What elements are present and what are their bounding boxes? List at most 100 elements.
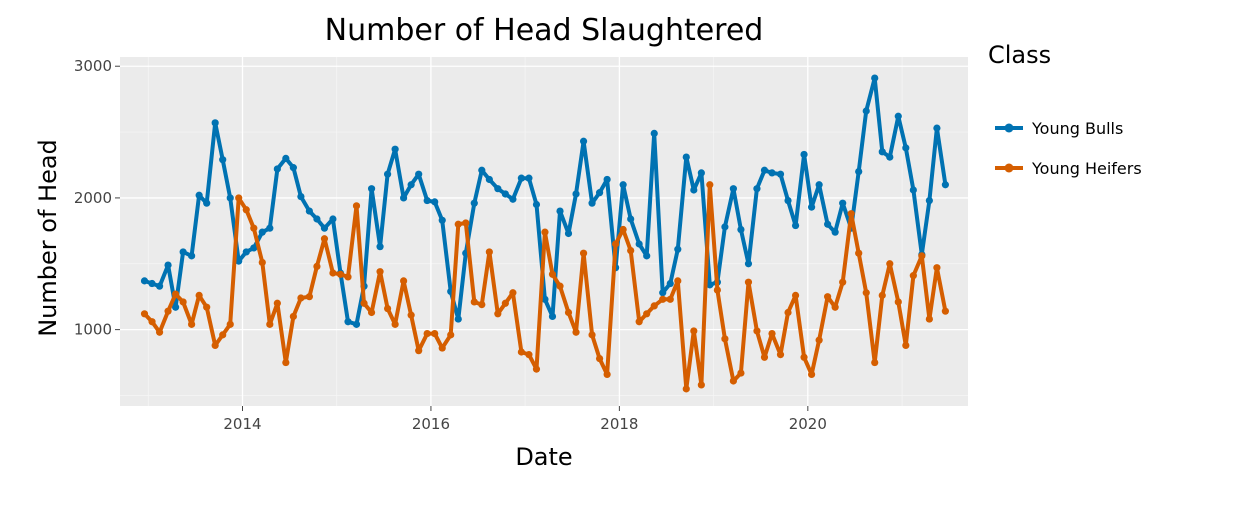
data-point-young-bulls [407,181,415,189]
data-point-young-bulls [242,248,250,256]
data-point-young-heifers [171,290,180,298]
data-point-young-bulls [682,153,690,161]
data-point-young-heifers [603,370,611,378]
data-point-young-bulls [188,252,196,260]
data-point-young-heifers [485,248,493,256]
data-point-young-bulls [909,186,917,194]
data-point-young-heifers [509,289,517,297]
data-point-young-heifers [824,293,832,301]
y-tick-label-2000: 2000 [74,189,112,207]
data-point-young-bulls [753,185,761,193]
data-point-young-heifers [367,308,376,317]
data-point-young-heifers [320,235,329,243]
data-point-young-heifers [753,327,761,335]
data-point-young-bulls [556,207,564,215]
data-point-young-heifers [155,328,164,336]
data-point-young-bulls [282,154,290,163]
data-point-young-heifers [760,353,769,361]
data-point-young-bulls [470,199,478,207]
data-point-young-bulls [548,312,557,321]
data-point-young-bulls [807,203,816,211]
x-tick-label-2018: 2018 [600,415,638,433]
data-point-young-heifers [415,347,423,355]
y-tick-label-3000: 3000 [74,57,112,75]
data-point-young-heifers [266,320,274,328]
data-point-young-bulls [431,198,439,206]
data-point-young-heifers [682,385,690,393]
data-point-young-bulls [871,74,879,82]
data-point-young-bulls [525,174,533,182]
data-point-young-bulls [320,224,329,232]
data-point-young-heifers [478,300,486,309]
data-point-young-bulls [266,224,274,232]
data-point-young-heifers [831,303,839,311]
y-axis-title: Number of Head [34,139,62,337]
data-point-young-bulls [878,148,886,156]
data-point-young-bulls [690,186,698,194]
data-point-young-heifers [226,320,234,328]
data-point-young-heifers [800,353,808,361]
data-point-young-heifers [438,344,446,352]
data-point-young-bulls [423,196,431,205]
data-point-young-heifers [211,341,219,350]
data-point-young-heifers [360,299,368,307]
data-point-young-heifers [713,286,721,294]
data-point-young-bulls [164,261,172,269]
data-point-young-heifers [219,331,227,339]
data-point-young-heifers [541,228,549,236]
data-point-young-bulls [760,166,769,174]
data-point-young-bulls [494,185,502,193]
data-point-young-bulls [352,320,361,328]
data-point-young-heifers [289,312,297,321]
data-point-young-heifers [909,272,917,280]
data-point-young-bulls [383,170,392,178]
data-point-young-heifers [894,298,902,306]
data-point-young-heifers [706,181,714,189]
data-point-young-bulls [815,181,823,189]
data-point-young-heifers [737,369,745,377]
data-point-young-bulls [635,240,643,248]
legend-marker-young-heifers [1004,163,1014,173]
data-point-young-bulls [250,244,258,252]
data-point-young-bulls [886,153,894,161]
data-point-young-bulls [532,200,541,209]
data-point-young-heifers [697,381,705,389]
data-point-young-bulls [400,194,408,202]
data-point-young-bulls [643,252,651,260]
data-point-young-bulls [273,165,281,173]
data-point-young-heifers [674,277,682,285]
data-point-young-bulls [391,145,399,153]
data-point-young-heifers [454,220,462,228]
data-point-young-bulls [588,199,596,207]
data-point-young-heifers [635,318,643,326]
data-point-young-heifers [878,291,886,299]
data-point-young-bulls [329,215,337,223]
data-point-young-bulls [313,215,321,223]
data-point-young-heifers [847,210,855,218]
data-point-young-heifers [447,331,455,339]
data-point-young-bulls [517,174,525,182]
x-axis-ticks: 2014 2016 2018 2020 [223,406,827,433]
data-point-young-heifers [548,270,557,278]
data-point-young-bulls [171,303,180,311]
data-point-young-bulls [454,315,462,323]
data-point-young-bulls [650,129,658,137]
data-point-young-heifers [344,273,352,281]
data-point-young-bulls [627,215,635,223]
data-point-young-heifers [902,341,910,350]
data-point-young-bulls [737,225,745,234]
data-point-young-bulls [564,229,573,238]
data-point-young-bulls [729,185,737,193]
data-point-young-heifers [195,291,203,299]
data-point-young-heifers [807,370,816,378]
data-point-young-heifers [517,348,525,356]
data-point-young-bulls [831,228,839,236]
data-point-young-bulls [619,181,627,189]
data-point-young-bulls [485,175,493,184]
data-point-young-bulls [800,150,808,159]
legend-label-young-bulls: Young Bulls [1031,119,1123,138]
data-point-young-heifers [336,270,345,278]
data-point-young-heifers [666,295,674,303]
data-point-young-heifers [918,252,926,260]
data-point-young-bulls [603,175,611,184]
